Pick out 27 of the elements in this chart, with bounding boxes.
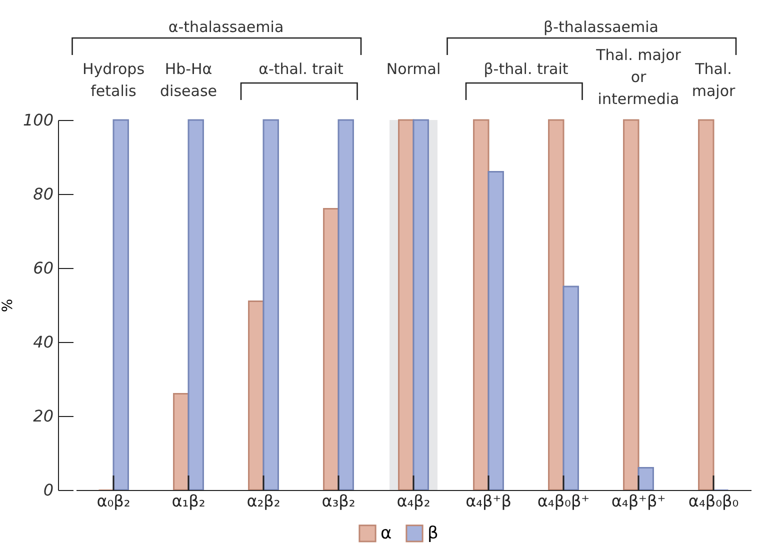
y-tick-label: 60	[33, 258, 54, 278]
text: Hydrops fetalis	[82, 60, 145, 100]
x-tick-label: α₄β⁺β⁺	[611, 492, 666, 510]
band-label: Normal	[386, 60, 441, 78]
legend-label: β	[428, 523, 438, 544]
x-tick-label: α₄β₀β⁺	[537, 492, 590, 510]
x-tick-label: α₄β⁺β	[466, 492, 512, 510]
x-tick-label: α₂β₂	[246, 492, 280, 510]
text: β-thalassaemia	[544, 18, 658, 36]
x-tick-label: α₄β₀β₀	[688, 492, 739, 510]
y-tick-label: 20	[33, 406, 54, 426]
y-tick-label: 0	[43, 480, 54, 500]
y-tick-label: 80	[33, 184, 54, 204]
x-tick-label: α₄β₂	[396, 492, 430, 510]
legend-label: α	[380, 523, 392, 544]
text: α-thalassaemia	[168, 18, 284, 36]
text: α-thal. trait	[258, 60, 344, 78]
text: Thal. major or intermedia	[595, 46, 682, 108]
x-tick-label: α₀β₂	[96, 492, 130, 510]
y-tick-label: 40	[33, 332, 54, 352]
x-tick-label: α₁β₂	[172, 492, 206, 510]
text: β-thal. trait	[484, 60, 568, 78]
x-tick-label: α₃β₂	[322, 492, 356, 510]
text: Hb-Hα disease	[160, 60, 217, 100]
text: Thal. major	[692, 60, 736, 100]
y-axis-title: %	[0, 298, 16, 312]
y-tick-label: 100	[22, 110, 54, 130]
